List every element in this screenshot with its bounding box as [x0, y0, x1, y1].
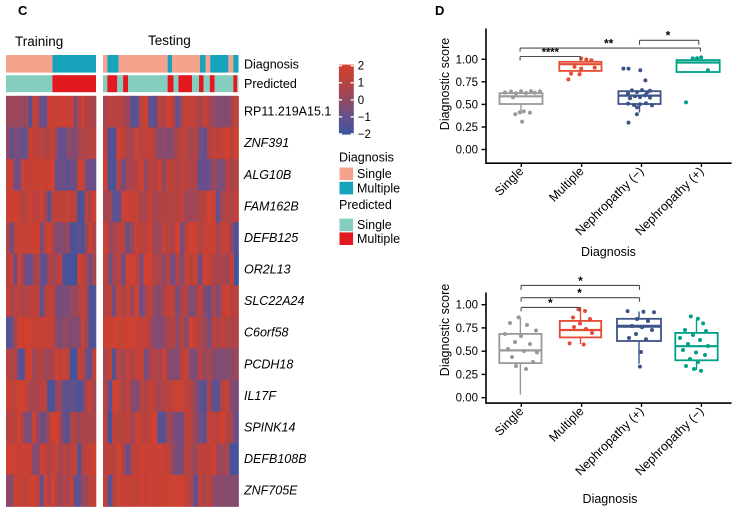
svg-text:0.50: 0.50: [456, 99, 478, 111]
svg-text:*: *: [577, 286, 582, 300]
svg-text:Diagnostic score: Diagnostic score: [438, 284, 452, 376]
svg-text:0.25: 0.25: [456, 122, 478, 134]
svg-text:Single: Single: [357, 167, 392, 181]
svg-text:Diagnosis: Diagnosis: [581, 245, 636, 259]
svg-text:*: *: [578, 274, 583, 288]
svg-text:1: 1: [358, 78, 364, 90]
svg-text:ZNF391: ZNF391: [243, 136, 289, 150]
svg-text:Single: Single: [357, 218, 392, 232]
svg-text:0.75: 0.75: [456, 323, 478, 335]
svg-text:****: ****: [542, 47, 560, 59]
svg-text:Diagnostic score: Diagnostic score: [438, 38, 452, 130]
svg-text:C: C: [18, 3, 28, 18]
svg-text:FAM162B: FAM162B: [244, 199, 299, 213]
svg-text:Diagnosis: Diagnosis: [583, 492, 638, 506]
svg-text:OR2L13: OR2L13: [244, 263, 291, 277]
svg-text:0.75: 0.75: [456, 77, 478, 89]
svg-text:DEFB125: DEFB125: [244, 231, 298, 245]
svg-text:**: **: [604, 36, 614, 50]
svg-text:D: D: [435, 3, 444, 18]
svg-text:ALG10B: ALG10B: [243, 168, 291, 182]
svg-text:IL17F: IL17F: [244, 389, 277, 403]
svg-text:DEFB108B: DEFB108B: [244, 452, 307, 466]
svg-text:RP11.219A15.1: RP11.219A15.1: [244, 105, 331, 119]
svg-text:C6orf58: C6orf58: [244, 326, 289, 340]
svg-text:0.50: 0.50: [456, 346, 478, 358]
svg-text:Diagnosis: Diagnosis: [244, 58, 299, 72]
svg-text:−1: −1: [358, 112, 371, 124]
svg-text:Training: Training: [15, 34, 63, 49]
svg-text:0.25: 0.25: [456, 369, 478, 381]
svg-text:1.00: 1.00: [456, 300, 478, 312]
svg-text:Predicted: Predicted: [244, 77, 297, 91]
svg-text:Diagnosis: Diagnosis: [339, 151, 394, 165]
svg-text:Testing: Testing: [148, 33, 191, 48]
svg-text:0.00: 0.00: [456, 145, 478, 157]
svg-text:0: 0: [358, 95, 364, 107]
svg-text:2: 2: [358, 61, 364, 73]
svg-text:−2: −2: [358, 129, 371, 141]
svg-text:0.00: 0.00: [456, 393, 478, 405]
svg-text:*: *: [548, 296, 553, 310]
svg-text:PCDH18: PCDH18: [244, 357, 293, 371]
svg-text:1.00: 1.00: [456, 54, 478, 66]
svg-text:ZNF705E: ZNF705E: [243, 484, 298, 498]
svg-text:SPINK14: SPINK14: [244, 421, 295, 435]
svg-text:SLC22A24: SLC22A24: [244, 294, 305, 308]
svg-text:Predicted: Predicted: [339, 198, 392, 212]
svg-text:*: *: [666, 29, 671, 43]
svg-text:Multiple: Multiple: [357, 181, 400, 195]
svg-text:Multiple: Multiple: [357, 232, 400, 246]
